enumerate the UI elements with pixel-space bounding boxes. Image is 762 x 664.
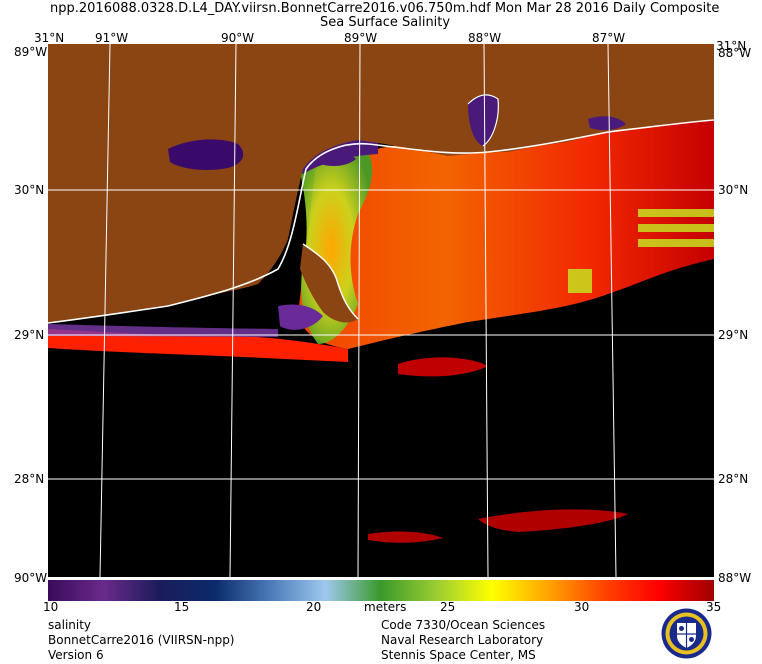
colorbar-tick-25: 25: [440, 600, 456, 614]
lat-label-right-30n: 30°N: [718, 183, 749, 197]
lat-label-top-right-corner: 31°N: [716, 39, 747, 53]
lon-label-right-bottom: 88°W: [718, 571, 752, 585]
lon-label-top-90w: 90°W: [221, 31, 255, 45]
footer-variable: salinity: [48, 618, 92, 632]
lat-label-left-28n: 28°N: [14, 472, 45, 486]
lon-label-right-top: 88°W: [718, 46, 752, 60]
offshore-patch: [368, 531, 443, 543]
bay-coastline: [467, 94, 499, 147]
graticule: [48, 44, 714, 577]
footer-lab: Naval Research Laboratory: [381, 633, 544, 647]
offshore-patch: [398, 357, 488, 377]
colorbar-tick-35: 35: [706, 600, 722, 614]
title-line-2: Sea Surface Salinity: [320, 15, 451, 30]
colorbar-tick-20: 20: [306, 600, 322, 614]
lon-label-top-91w: 91°W: [95, 31, 129, 45]
lat-label-left-29n: 29°N: [14, 328, 45, 342]
coastal-strip-inner: [48, 324, 278, 337]
coastline: [48, 119, 714, 324]
colorbar-tick-30: 30: [574, 600, 590, 614]
lat-label-right-28n: 28°N: [718, 472, 749, 486]
striped-artifact: [568, 209, 714, 293]
map-canvas: [48, 44, 714, 577]
colorbar-unit: meters: [364, 600, 407, 614]
river-delta: [300, 244, 358, 323]
title-line-1: npp.2016088.0328.D.L4_DAY.viirsn.BonnetC…: [50, 1, 720, 16]
footer-code: Code 7330/Ocean Sciences: [381, 618, 546, 632]
lon-label-left-top: 89°W: [14, 45, 48, 59]
colorbar-tick-10: 10: [43, 600, 59, 614]
lat-label-top-left-corner: 31°N: [34, 31, 65, 45]
colorbar-tick-15: 15: [174, 600, 190, 614]
lon-label-left-bottom: 90°W: [14, 571, 48, 585]
salinity-colorbar: [48, 580, 714, 601]
footer-dataset: BonnetCarre2016 (VIIRSN-npp): [48, 633, 235, 647]
land-mass: [48, 44, 714, 323]
lon-label-top-87w: 87°W: [592, 31, 626, 45]
footer-location: Stennis Space Center, MS: [381, 648, 536, 662]
nrl-seal-logo: [661, 608, 712, 659]
lon-label-top-89w: 89°W: [344, 31, 378, 45]
lake-pontchartrain: [168, 139, 244, 170]
lon-label-top-88w: 88°W: [468, 31, 502, 45]
offshore-patch: [478, 509, 628, 532]
delta-coastline: [302, 243, 359, 320]
lat-label-right-29n: 29°N: [718, 328, 749, 342]
lat-label-left-30n: 30°N: [14, 183, 45, 197]
coastal-strip: [48, 329, 348, 362]
pensacola-bay: [588, 116, 626, 131]
mobile-bay: [468, 94, 499, 146]
delta-purple: [278, 304, 323, 330]
salinity-map: [48, 44, 714, 577]
lake-borgne: [318, 151, 356, 167]
footer-version: Version 6: [48, 648, 104, 662]
